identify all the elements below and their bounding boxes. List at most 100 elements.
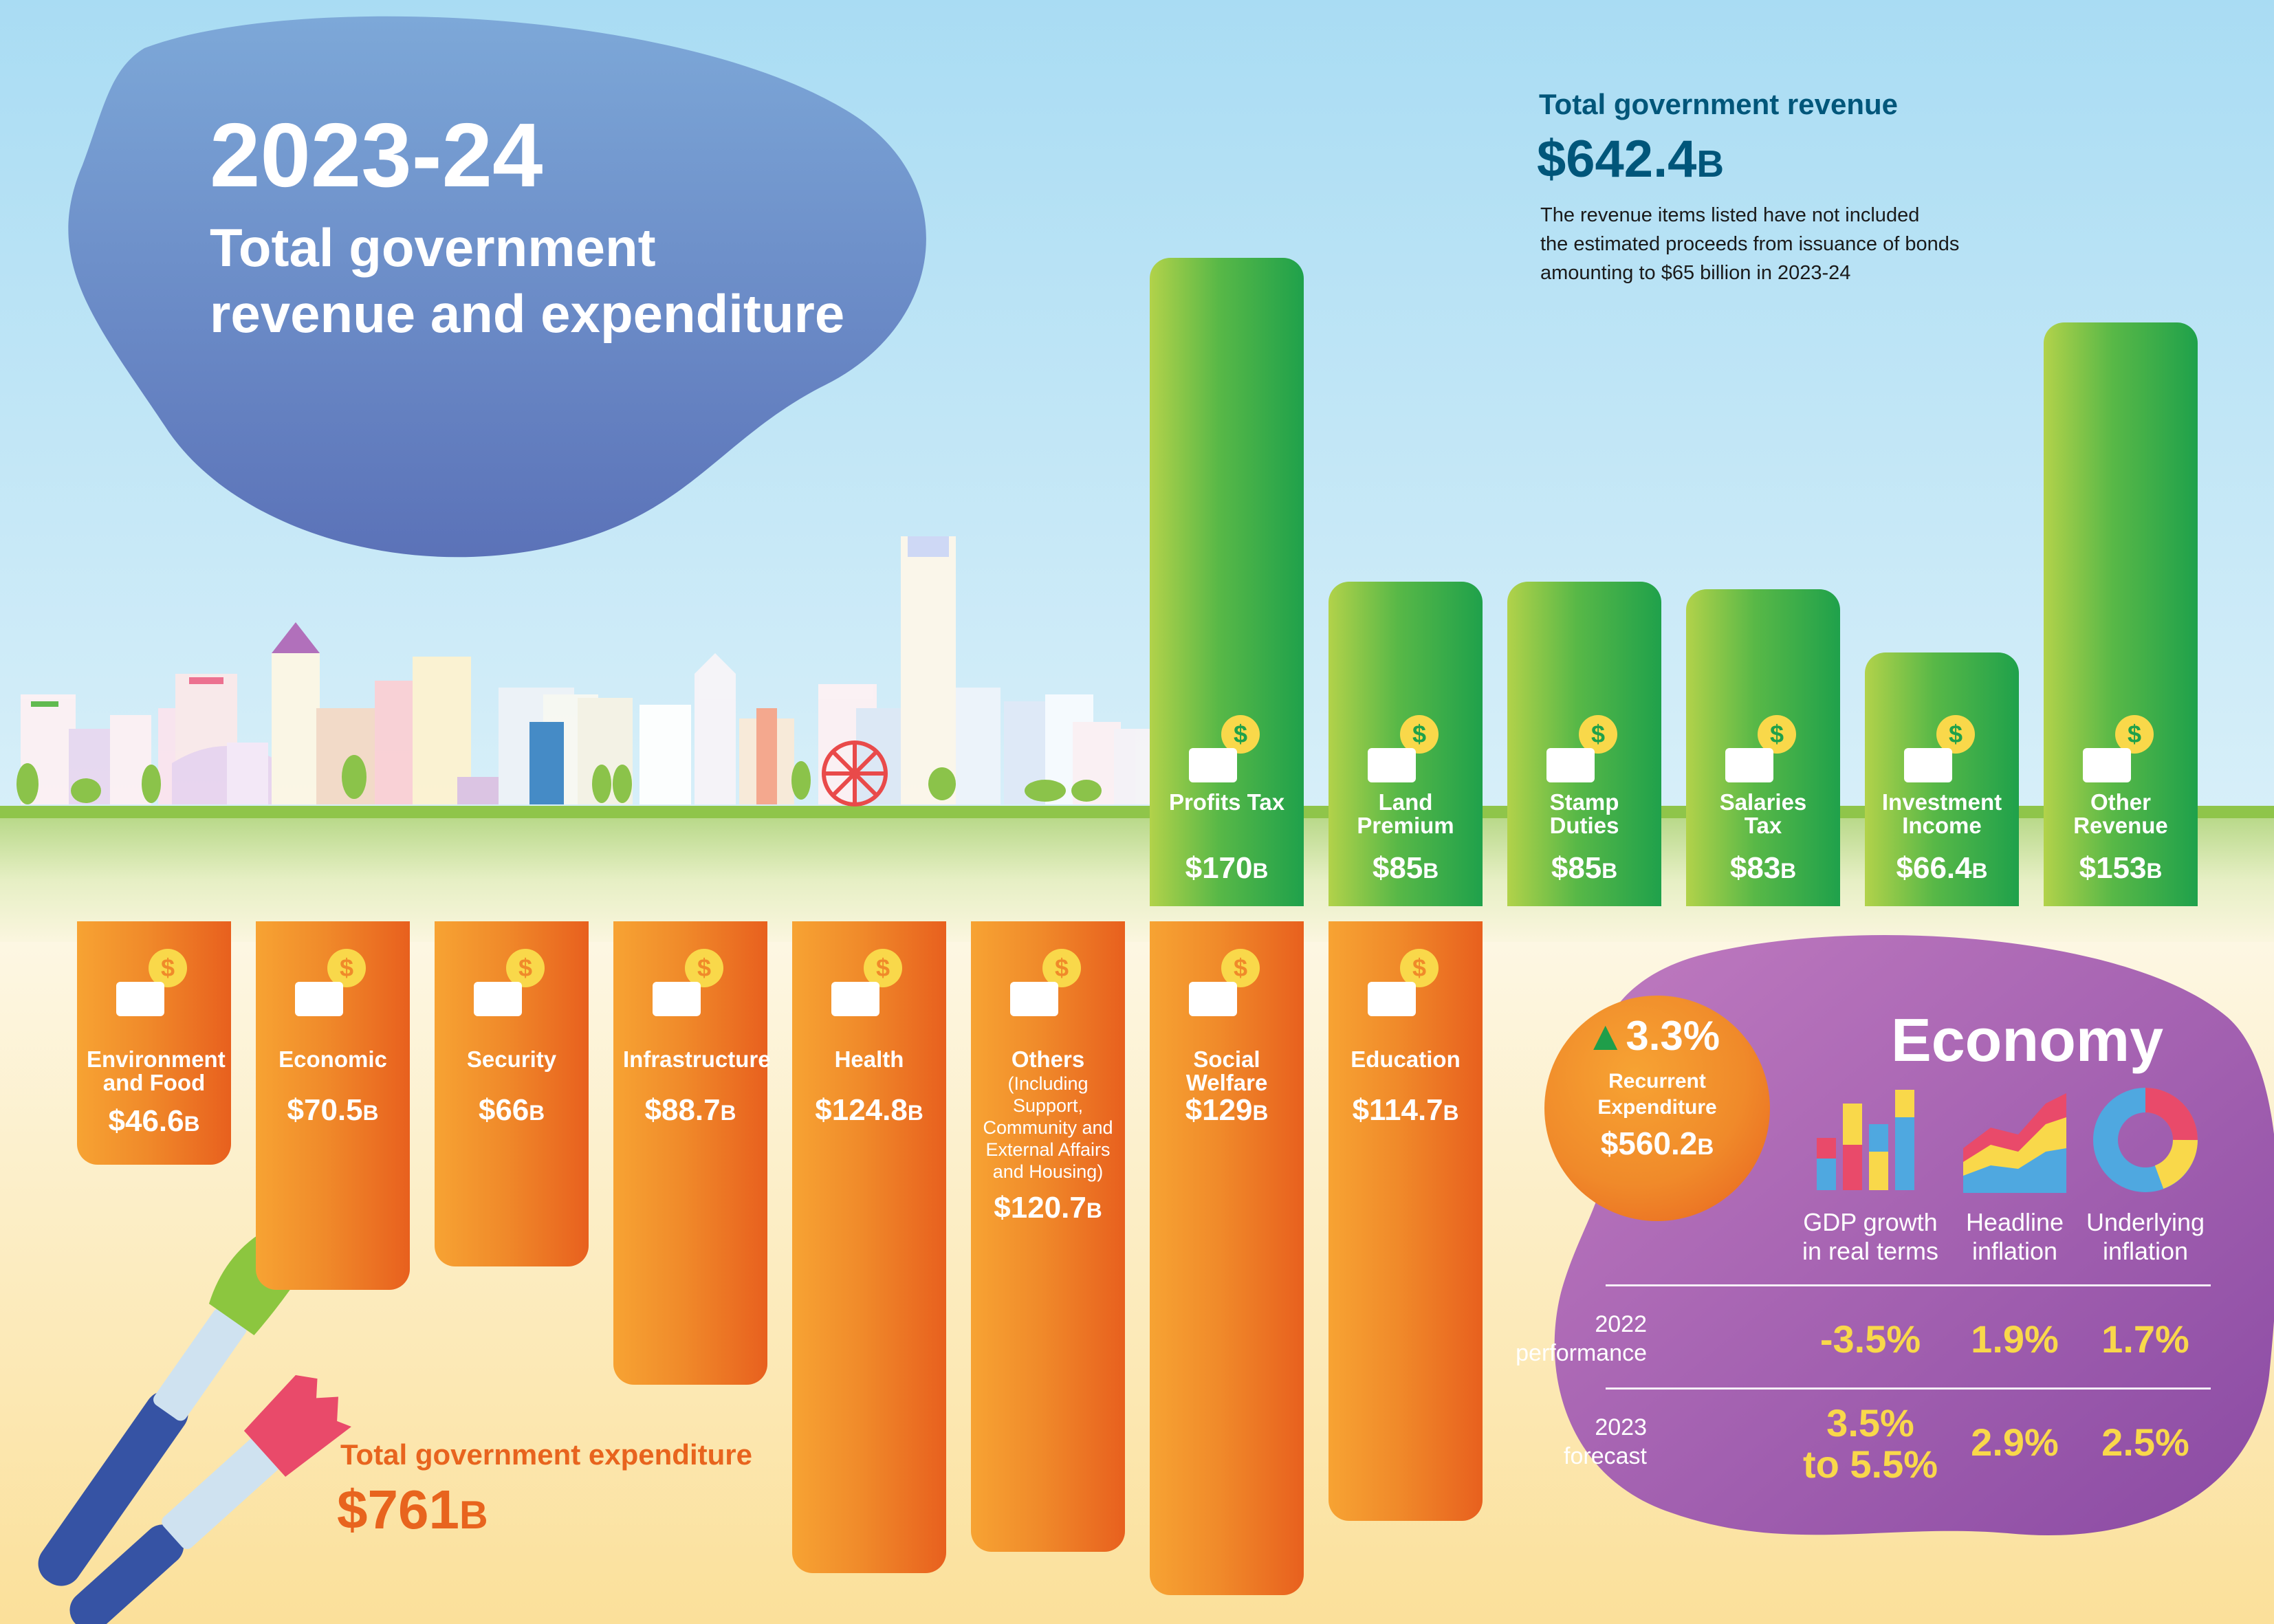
expenditure-total: $761B — [337, 1478, 488, 1541]
revenue-note-line2: the estimated proceeds from issuance of … — [1540, 233, 1960, 255]
svg-text:$: $ — [1412, 954, 1426, 982]
economy-col-underlying: Underlying inflation — [2063, 1208, 2228, 1266]
other-revenue-icon: $ — [2083, 714, 2154, 782]
revenue-note-line3: amounting to $65 billion in 2023-24 — [1540, 262, 1851, 284]
salaries-tax-icon: $ — [1725, 714, 1796, 782]
expenditure-bar: $ Social Welfare $129B — [1150, 921, 1304, 1596]
revenue-value-label: $170B — [1185, 851, 1269, 885]
expenditure-category-sublabel: (Including Support, Community and Extern… — [983, 1073, 1113, 1182]
recurrent-value-unit: B — [1697, 1134, 1714, 1160]
page-title-line1: Total government — [210, 217, 656, 278]
economy-row-2023-line1: 2023 — [1595, 1414, 1647, 1440]
paintbrush-red — [69, 1374, 351, 1624]
economy-row-2022-line1: 2022 — [1595, 1311, 1647, 1337]
security-icon: $ — [474, 949, 545, 1016]
expenditure-bar: $ Infrastructure $88.7B — [613, 921, 771, 1385]
revenue-bar: $ Investment Income $66.4B — [1865, 652, 2019, 906]
revenue-heading: Total government revenue — [1539, 88, 1899, 120]
revenue-category-label: Investment Income — [1881, 789, 2002, 838]
expenditure-bar: $ Security $66B — [435, 921, 589, 1266]
expenditure-bar: $ Health $124.8B — [792, 921, 946, 1574]
economy-col-headline-line2: inflation — [1971, 1237, 2058, 1265]
economy-row-2023: 2023 forecast — [1489, 1413, 1647, 1471]
recurrent-label-line2: Expenditure — [1597, 1096, 1717, 1119]
expenditure-bar: $ Others (Including Support, Community and… — [971, 921, 1125, 1552]
svg-text:$: $ — [1234, 954, 1247, 982]
economy-divider — [1606, 1284, 2211, 1286]
economy-col-underlying-line1: Underlying — [2086, 1208, 2205, 1236]
economy-col-headline-line1: Headline — [1965, 1208, 2064, 1236]
revenue-bar: $ Land Premium $85B — [1329, 582, 1483, 906]
expenditure-category-label: Health — [834, 1046, 904, 1072]
economy-col-underlying-line2: inflation — [2102, 1237, 2189, 1265]
gdp-2022-value: -3.5% — [1819, 1317, 1921, 1361]
health-icon: $ — [831, 949, 902, 1016]
svg-text:$: $ — [697, 954, 711, 982]
expenditure-bar: $ Education $114.7B — [1329, 921, 1483, 1521]
expenditure-value-label: $66B — [478, 1093, 545, 1127]
bar-chart-icon — [1817, 1090, 1914, 1190]
revenue-bar: $ Salaries Tax $83B — [1686, 589, 1840, 906]
infrastructure-icon: $ — [653, 949, 723, 1016]
economy-col-gdp-line1: GDP growth — [1803, 1208, 1938, 1236]
stamp-duties-icon: $ — [1546, 715, 1617, 782]
headline-2023-value: 2.9% — [1971, 1420, 2059, 1464]
expenditure-category-label: Security — [466, 1046, 557, 1072]
expenditure-total-unit: B — [459, 1493, 488, 1537]
investment-income-icon: $ — [1904, 714, 1975, 782]
expenditure-value-label: $70.5B — [287, 1093, 379, 1127]
economy-col-headline: Headline inflation — [1932, 1208, 2097, 1266]
expenditure-category-label: Social Welfare — [1185, 1046, 1268, 1095]
economy-row-2023-line2: forecast — [1564, 1443, 1647, 1469]
recurrent-value-amount: $560.2 — [1600, 1126, 1698, 1161]
profits-tax-icon: $ — [1189, 715, 1260, 782]
expenditure-value-label: $114.7B — [1352, 1093, 1459, 1127]
expenditure-value-label: $120.7B — [994, 1191, 1102, 1225]
svg-text:$: $ — [1949, 720, 1963, 748]
recurrent-growth-pct: 3.3% — [1626, 1013, 1720, 1059]
economy-col-gdp: GDP growth in real terms — [1788, 1208, 1953, 1266]
svg-text:$: $ — [1412, 720, 1426, 748]
expenditure-bar: $ Economic $70.5B — [256, 921, 410, 1290]
svg-text:$: $ — [518, 954, 532, 982]
revenue-category-label: Salaries Tax — [1719, 789, 1807, 838]
svg-text:$: $ — [161, 954, 175, 982]
expenditure-category-label: Education — [1351, 1046, 1461, 1072]
area-chart-icon — [1963, 1093, 2066, 1193]
expenditure-value-label: $124.8B — [815, 1093, 923, 1127]
revenue-value-label: $83B — [1729, 851, 1797, 885]
land-premium-icon: $ — [1368, 715, 1439, 782]
education-icon: $ — [1368, 949, 1439, 1016]
svg-text:$: $ — [340, 954, 353, 982]
revenue-value-label: $66.4B — [1896, 851, 1988, 885]
recurrent-label-line1: Recurrent — [1608, 1070, 1706, 1093]
expenditure-category-label: Economic — [278, 1046, 387, 1072]
svg-text:$: $ — [1055, 954, 1069, 982]
recurrent-expenditure-badge — [1544, 996, 1770, 1221]
revenue-value-label: $85B — [1372, 851, 1439, 885]
expenditure-category-label: Others — [1011, 1046, 1085, 1072]
revenue-bar: $ Stamp Duties $85B — [1507, 582, 1661, 906]
revenue-total-value: $642.4 — [1537, 130, 1697, 188]
revenue-value-label: $85B — [1551, 851, 1618, 885]
up-arrow-icon: ▲ — [1585, 1013, 1626, 1059]
expenditure-bar: $ Environment and Food $46.6B — [77, 921, 231, 1165]
year-heading: 2023-24 — [210, 105, 543, 206]
recurrent-growth: ▲3.3% — [1585, 1012, 1720, 1060]
economy-row-2022-line2: performance — [1516, 1340, 1647, 1366]
revenue-total-unit: B — [1696, 142, 1724, 185]
donut-chart-icon — [2093, 1088, 2198, 1192]
page-title-line2: revenue and expenditure — [210, 283, 845, 344]
economy-row-2022: 2022 performance — [1489, 1310, 1647, 1368]
social-welfare-icon: $ — [1189, 949, 1260, 1016]
expenditure-heading: Total government expenditure — [340, 1438, 752, 1471]
others-icon: $ — [1010, 949, 1081, 1016]
ferris-wheel — [822, 740, 888, 806]
recurrent-label: Recurrent Expenditure — [1544, 1068, 1770, 1121]
expenditure-value-label: $88.7B — [644, 1093, 736, 1127]
expenditure-category-label: Environment and Food — [87, 1046, 226, 1095]
revenue-total: $642.4B — [1537, 129, 1724, 189]
svg-text:$: $ — [1591, 720, 1605, 748]
revenue-category-label: Stamp Duties — [1549, 789, 1619, 838]
revenue-note-line1: The revenue items listed have not includ… — [1540, 204, 1920, 226]
